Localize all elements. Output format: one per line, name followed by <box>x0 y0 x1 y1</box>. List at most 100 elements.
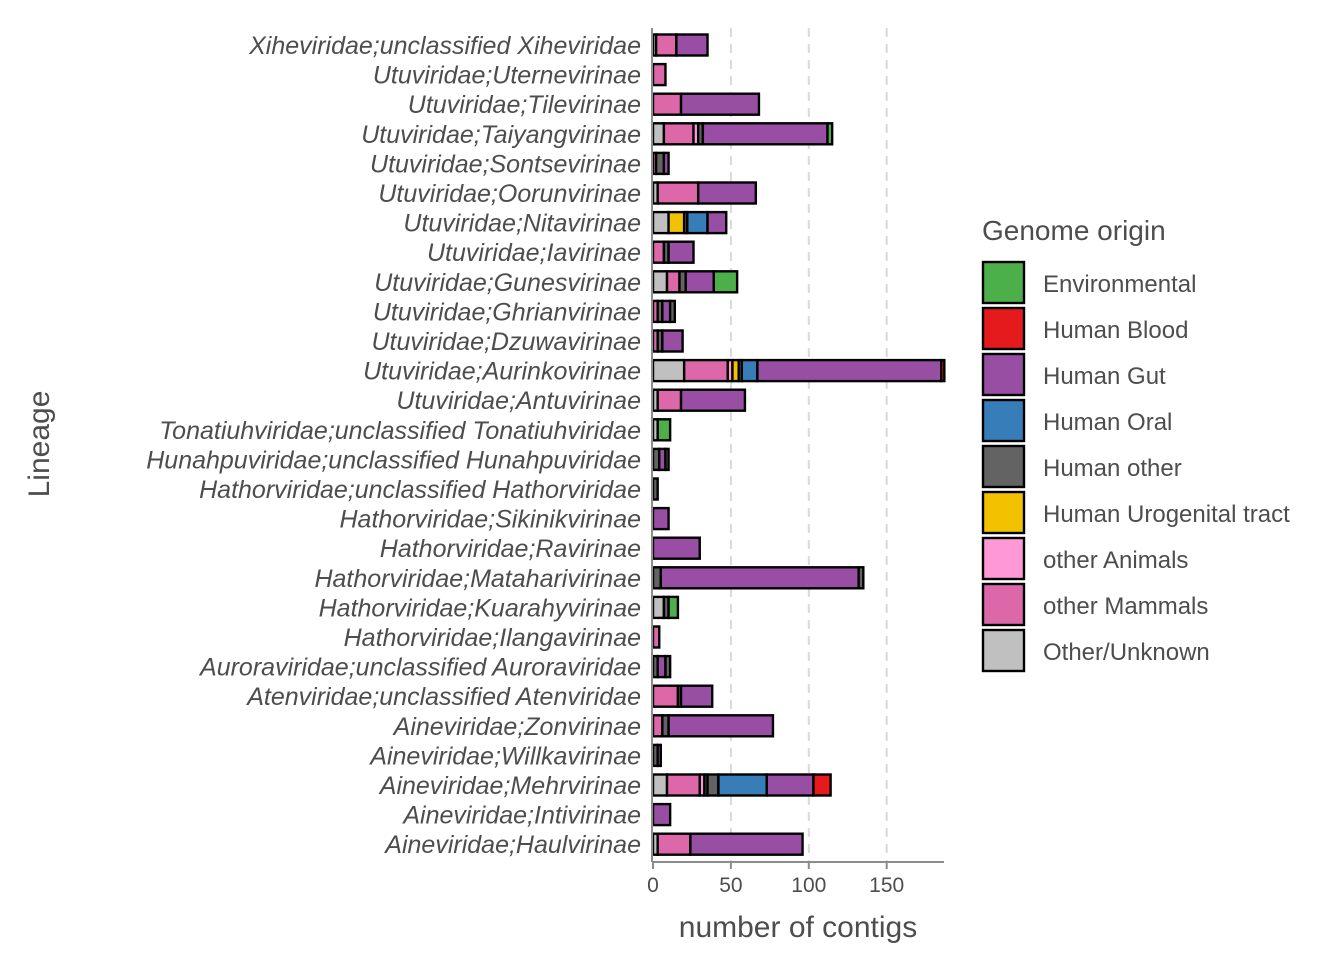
bar-row <box>651 654 672 679</box>
category-label: Xiheviridae;unclassified Xiheviridae <box>248 32 641 60</box>
legend-label: Other/Unknown <box>1043 639 1210 666</box>
category-label: Aineviridae;Haulvirinae <box>383 831 641 859</box>
bar-segment <box>651 595 666 620</box>
bar-segment <box>665 270 681 294</box>
bar-segment <box>689 832 804 856</box>
bar-segment <box>667 210 686 235</box>
legend-label: Human Urogenital tract <box>1043 501 1290 528</box>
bar-segment <box>717 773 768 797</box>
category-label: Hathorviridae;Ilangavirinae <box>344 624 641 652</box>
category-label: Aineviridae;Intivirinae <box>401 802 641 830</box>
category-label: Auroraviridae;unclassified Auroraviridae <box>198 654 641 682</box>
legend-swatch <box>981 628 1026 673</box>
bar-row <box>651 536 701 560</box>
bar-segment <box>656 181 700 205</box>
bar-row <box>651 122 834 146</box>
bar-row <box>651 210 728 235</box>
category-labels: Xiheviridae;unclassified XiheviridaeUtuv… <box>146 32 641 859</box>
y-axis-title: Lineage <box>23 391 56 498</box>
bar-segment <box>679 388 747 412</box>
legend-label: Human other <box>1043 455 1182 482</box>
category-label: Utuviridae;Uternevirinae <box>373 62 641 90</box>
bar-segment <box>857 566 865 590</box>
axes <box>651 28 944 863</box>
bar-segment <box>651 536 701 560</box>
bar-segment <box>668 299 677 324</box>
bar-segment <box>679 684 714 708</box>
bar-segment <box>664 447 670 472</box>
category-label: Utuviridae;Taiyangvirinae <box>361 121 641 149</box>
bar-segment <box>661 329 684 353</box>
category-label: Hunahpuviridae;unclassified Hunahpuvirid… <box>146 446 641 474</box>
bar-row <box>651 388 747 412</box>
x-ticks: 0 50 100 150 <box>647 862 904 897</box>
bar-segment <box>667 595 680 620</box>
bar-row <box>651 506 670 531</box>
legend-label: other Animals <box>1043 547 1188 574</box>
bar-segment <box>812 773 832 797</box>
legend-item: other Mammals <box>981 582 1208 627</box>
category-label: Utuviridae;Gunesvirinae <box>374 269 641 297</box>
bar-segment <box>706 773 720 797</box>
legend-item: other Animals <box>981 536 1188 581</box>
bar-segment <box>651 92 683 116</box>
bar-segment <box>756 358 943 383</box>
legend-swatch <box>981 260 1026 305</box>
legend: Genome origin Environmental Human Blood Hu… <box>981 215 1290 673</box>
legend-label: Environmental <box>1043 271 1196 298</box>
category-label: Utuviridae;Oorunvirinae <box>378 180 641 208</box>
bar-segment <box>675 33 709 57</box>
bar-row <box>651 358 946 383</box>
bar-row <box>651 743 662 768</box>
bar-segment <box>651 714 664 738</box>
category-label: Hathorviridae;Ravirinae <box>380 535 641 563</box>
legend-item: Human other <box>981 444 1182 489</box>
bar-segment <box>706 210 728 235</box>
bar-segment <box>651 270 669 294</box>
category-label: Utuviridae;Aurinkovirinae <box>363 358 641 386</box>
bar-segment <box>664 654 672 679</box>
bar-segment <box>651 62 667 87</box>
legend-item: Environmental <box>981 260 1196 305</box>
bar-row <box>651 329 684 353</box>
bar-row <box>651 418 672 442</box>
x-axis-title: number of contigs <box>679 911 917 944</box>
bar-segment <box>656 418 672 442</box>
bar-row <box>651 299 677 324</box>
legend-item: Human Oral <box>981 398 1172 443</box>
bar-row <box>651 447 670 472</box>
bar-segment <box>651 477 659 501</box>
bar-segment <box>656 388 683 412</box>
legend-item: Human Gut <box>981 352 1166 397</box>
bar-segment <box>765 773 815 797</box>
legend-item: Other/Unknown <box>981 628 1210 673</box>
bar-segment <box>651 358 686 383</box>
category-label: Hathorviridae;Sikinikvirinae <box>339 506 641 534</box>
bar-row <box>651 566 865 590</box>
bar-segment <box>651 506 670 531</box>
legend-swatch <box>981 490 1026 535</box>
bar-row <box>651 92 761 116</box>
legend-swatch <box>981 352 1026 397</box>
bar-segment <box>940 358 946 383</box>
bar-row <box>651 625 661 649</box>
legend-swatch <box>981 582 1026 627</box>
legend-label: Human Oral <box>1043 409 1172 436</box>
bar-segment <box>651 625 661 649</box>
category-label: Utuviridae;Tilevirinae <box>408 91 641 119</box>
legend-item: Human Urogenital tract <box>981 490 1290 535</box>
bar-segment <box>656 743 662 768</box>
legend-swatch <box>981 444 1026 489</box>
category-label: Utuviridae;Dzuwavirinae <box>371 328 641 356</box>
bar-row <box>651 181 758 205</box>
x-tick-label: 0 <box>647 874 659 897</box>
bar-segment <box>696 181 758 205</box>
category-label: Tonatiuhviridae;unclassified Tonatiuhvir… <box>159 417 641 445</box>
bar-segment <box>667 714 775 738</box>
legend-items: Environmental Human Blood Human Gut Human O… <box>981 260 1290 673</box>
bar-segment <box>651 684 680 708</box>
x-tick-label: 50 <box>719 874 742 897</box>
bar-segment <box>659 566 860 590</box>
bar-row <box>651 802 672 827</box>
category-label: Hathorviridae;Mataharivirinae <box>314 565 641 593</box>
